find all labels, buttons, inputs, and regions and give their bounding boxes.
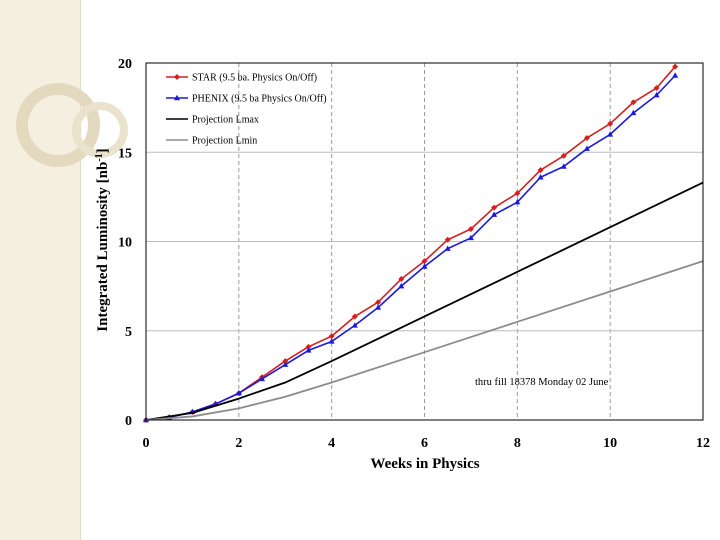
phenix-point (653, 91, 660, 98)
legend-label: Projection Lmin (192, 136, 257, 147)
plot-frame (145, 62, 704, 421)
star-point (444, 236, 451, 243)
star-point (583, 134, 590, 141)
x-tick-label: 12 (696, 436, 710, 451)
x-tick-label: 4 (328, 436, 335, 451)
star-point (630, 99, 637, 106)
phenix-point (630, 109, 637, 116)
star-point (491, 204, 498, 211)
y-axis-title-end: ] (95, 148, 111, 153)
star-point (467, 226, 474, 233)
phenix-point (560, 163, 567, 169)
phenix-point (491, 211, 498, 217)
fill-annotation: thru fill 18378 Monday 02 June (475, 377, 609, 388)
star-point (398, 275, 405, 282)
y-tick-label: 10 (118, 236, 132, 251)
decorative-rule (80, 0, 81, 540)
x-tick-label: 8 (514, 436, 521, 451)
y-axis-title: Integrated Luminosity [nb-1] (94, 148, 112, 331)
star-point (607, 120, 614, 127)
star-point (282, 358, 289, 365)
phenix-point (259, 375, 266, 382)
phenix-point (421, 263, 428, 269)
y-tick-labels: 0 5 10 15 20 (118, 57, 132, 429)
phenix-line (145, 74, 676, 421)
series-group (143, 63, 704, 423)
phenix-point (672, 72, 679, 78)
x-tick-label: 6 (421, 436, 428, 451)
x-tick-label: 0 (143, 436, 150, 451)
y-tick-label: 15 (118, 146, 132, 161)
legend-swatch-marker (174, 94, 180, 101)
phenix-point (467, 234, 474, 241)
phenix-point (583, 145, 590, 151)
legend-swatch-marker (174, 74, 180, 80)
phenix-point (537, 174, 544, 180)
phenix-point (514, 199, 521, 205)
x-tick-label: 10 (603, 436, 617, 451)
star-point (328, 333, 335, 340)
projection-lmax-line (145, 181, 704, 421)
y-tick-label: 20 (118, 57, 132, 72)
y-tick-label: 5 (125, 325, 132, 340)
x-axis-title: Weeks in Physics (370, 456, 479, 472)
star-point (672, 63, 679, 70)
y-axis-title-main: Integrated Luminosity [nb (95, 162, 111, 332)
x-tick-labels: 0 2 4 6 8 10 12 (143, 436, 711, 451)
star-point (305, 343, 312, 350)
phenix-point (444, 245, 451, 251)
phenix-point (235, 390, 242, 396)
legend-label: PHENIX (9.5 ba Physics On/Off) (192, 94, 327, 105)
star-point (653, 84, 660, 91)
y-axis-title-exponent: -1 (94, 153, 105, 161)
phenix-point (328, 338, 335, 344)
x-tick-label: 2 (235, 436, 242, 451)
star-point (537, 167, 544, 174)
grid (146, 63, 703, 420)
decorative-ring-large (16, 83, 100, 167)
star-point (421, 258, 428, 265)
phenix-point (375, 304, 382, 310)
y-tick-label: 0 (125, 414, 132, 429)
star-point (560, 152, 567, 159)
star-point (351, 313, 358, 320)
phenix-point (607, 131, 614, 137)
phenix-point (351, 322, 358, 328)
legend-label: STAR (9.5 ba. Physics On/Off) (192, 73, 317, 84)
star-point (375, 299, 382, 306)
decorative-ring-small (72, 102, 128, 158)
phenix-point (305, 347, 312, 353)
phenix-point (282, 361, 289, 367)
projection-lmin-line (145, 260, 704, 421)
legend: STAR (9.5 ba. Physics On/Off) PHENIX (9.5… (166, 73, 327, 147)
star-point (514, 190, 521, 197)
phenix-point (398, 282, 405, 289)
legend-label: Projection Lmax (192, 115, 259, 126)
